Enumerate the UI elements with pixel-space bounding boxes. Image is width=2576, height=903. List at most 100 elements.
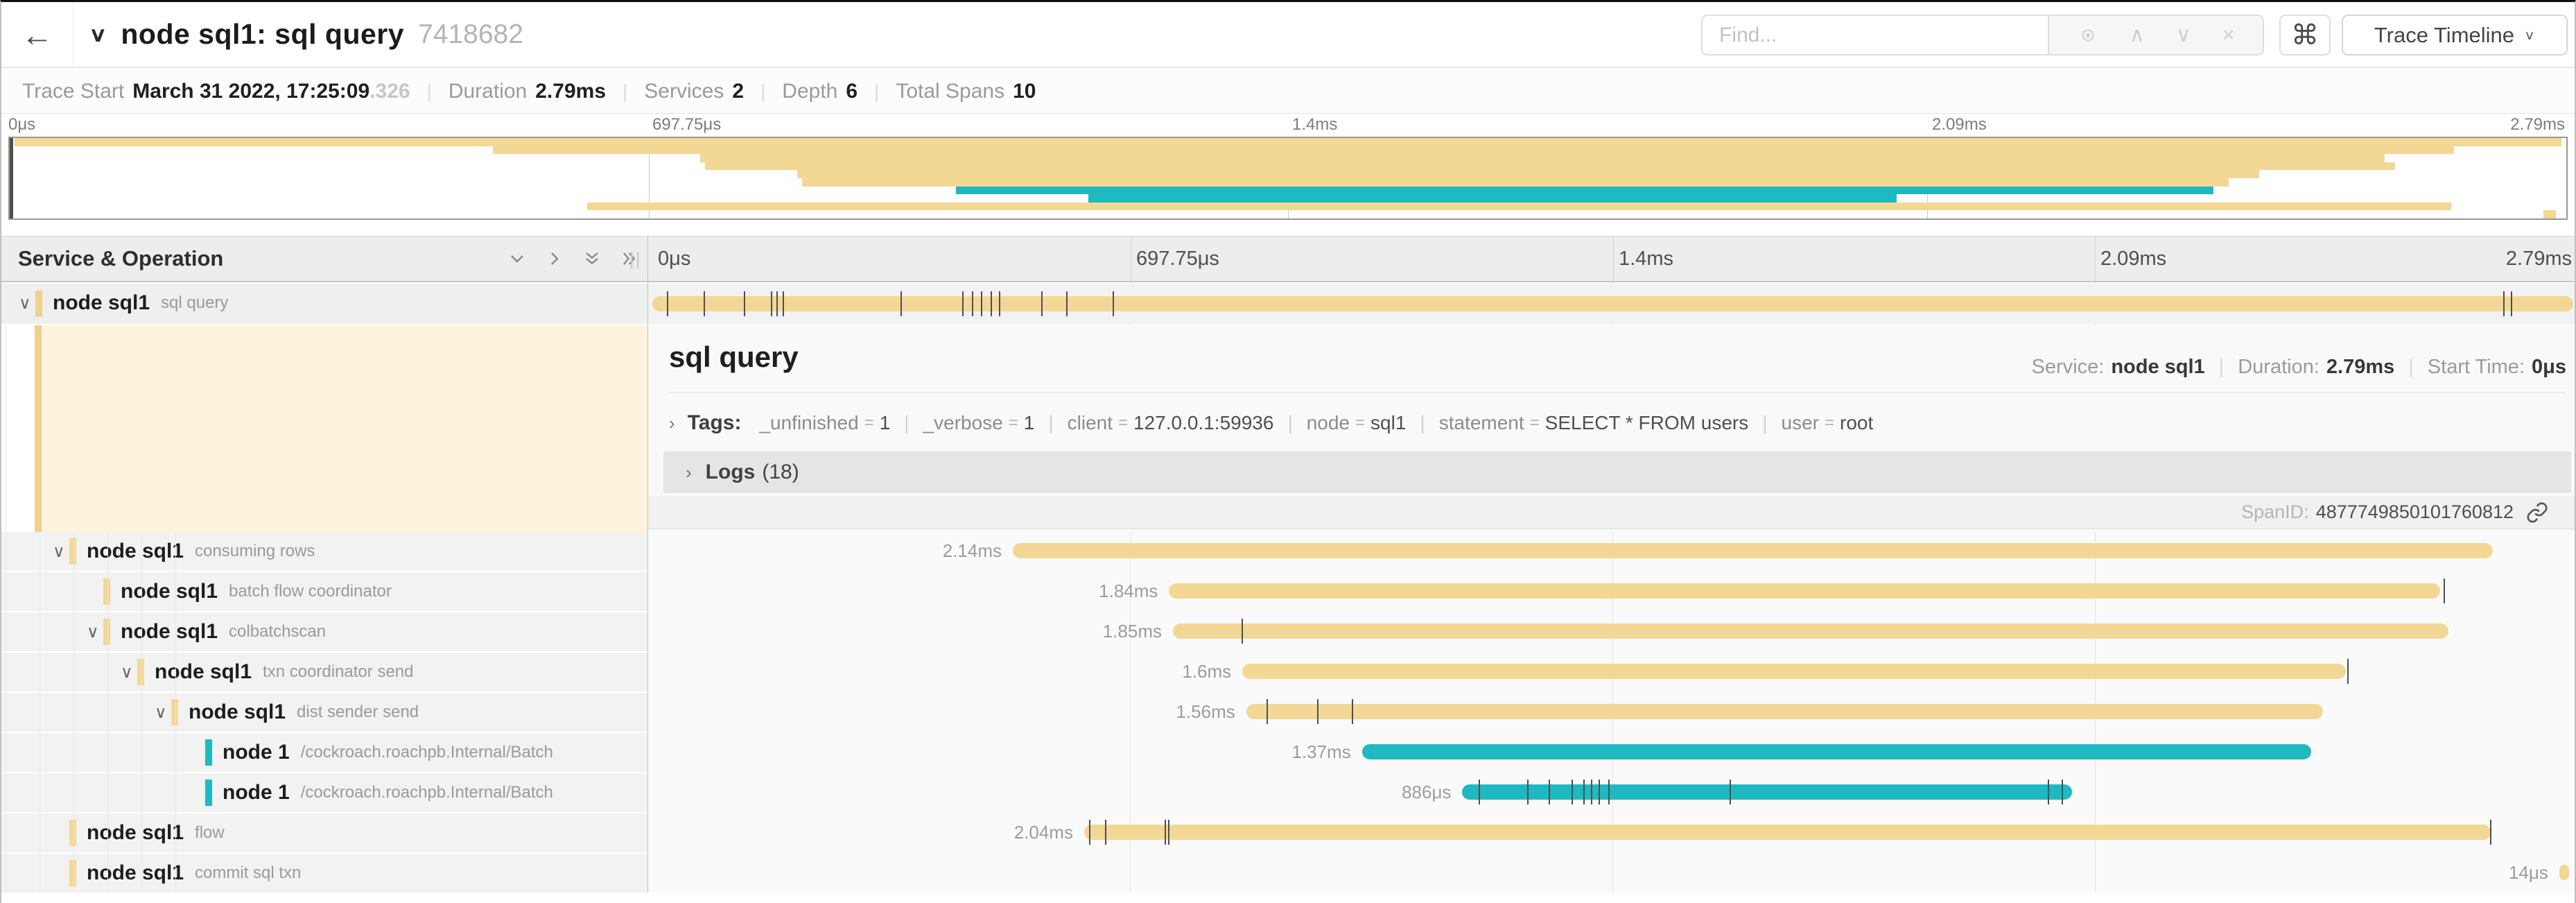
tree-row[interactable]: node sql1 commit sql txn: [1, 854, 647, 893]
ruler-boundary: [2095, 237, 2096, 281]
span-bar[interactable]: [1012, 543, 2493, 558]
tag-item: _unfinished = 1: [759, 412, 890, 434]
log-marker-tick: [1267, 699, 1269, 724]
minimap-gridline: [649, 138, 650, 218]
service-name: node 1: [223, 781, 290, 804]
log-marker-tick: [666, 291, 668, 316]
span-color-accent: [69, 538, 76, 565]
operation-name: /cockroach.roachpb.Internal/Batch: [300, 783, 553, 802]
trace-collapse-chevron-icon[interactable]: ∨: [89, 22, 107, 46]
chevron-down-icon[interactable]: ∨: [87, 622, 99, 642]
logs-row[interactable]: › Logs (18): [663, 452, 2571, 493]
timeline-row-sql-query[interactable]: [648, 284, 2575, 324]
collapse-one-chevron-down-icon[interactable]: [506, 248, 528, 270]
keyboard-shortcuts-button[interactable]: ⌘: [2279, 15, 2331, 55]
span-bar[interactable]: [1242, 664, 2347, 679]
span-bar[interactable]: [2559, 865, 2569, 880]
ruler-tick-label: 2.09ms: [2100, 248, 2167, 270]
divider: |: [2218, 356, 2225, 378]
span-bar[interactable]: [1246, 704, 2323, 719]
timeline-row[interactable]: 886μs: [648, 772, 2575, 812]
tree-row[interactable]: node sql1 batch flow coordinator: [1, 572, 647, 611]
span-bar[interactable]: [652, 296, 2574, 311]
trace-view-selector-button[interactable]: Trace Timeline ∨: [2342, 15, 2568, 55]
span-bar[interactable]: [1361, 744, 2311, 759]
search-clear-icon[interactable]: ×: [2222, 23, 2235, 46]
span-bar[interactable]: [1172, 624, 2448, 639]
tree-row[interactable]: ∨ node sql1 colbatchscan: [1, 612, 647, 651]
log-marker-tick: [981, 291, 983, 316]
trace-info-bar: Trace Start March 31 2022, 17:25:09.326 …: [1, 69, 2575, 114]
span-color-accent: [205, 739, 212, 766]
logs-label: Logs: [705, 461, 756, 483]
tree-row[interactable]: node sql1 flow: [1, 814, 647, 852]
span-duration-label: 2.04ms: [1013, 821, 1073, 843]
minimap-left-scrubber-handle[interactable]: [10, 138, 13, 218]
minimap-ruler: 0μs 697.75μs 1.4ms 2.09ms 2.79ms: [8, 114, 2568, 136]
log-marker-tick: [1590, 780, 1592, 805]
log-marker-tick: [2347, 659, 2349, 684]
minimap-span-bar: [705, 162, 2395, 171]
chevron-down-icon[interactable]: ∨: [19, 293, 31, 313]
log-marker-tick: [1065, 291, 1068, 316]
tree-row[interactable]: node 1/cockroach.roachpb.Internal/Batch: [1, 773, 647, 812]
find-input[interactable]: [1701, 15, 2048, 55]
timeline-row[interactable]: 1.84ms: [648, 571, 2575, 611]
divider: |: [623, 80, 628, 102]
timeline-row[interactable]: 1.6ms: [648, 651, 2575, 691]
duration-value: 2.79ms: [2326, 356, 2395, 378]
command-icon: ⌘: [2291, 19, 2319, 51]
chevron-down-icon[interactable]: ∨: [53, 542, 65, 561]
start-time-label: Start Time:: [2427, 356, 2525, 378]
span-duration-label: 2.14ms: [942, 540, 1002, 561]
tag-equals: =: [1118, 413, 1129, 432]
log-marker-tick: [2489, 820, 2491, 845]
minimap-canvas[interactable]: [8, 137, 2568, 220]
collapse-all-double-chevron-down-icon[interactable]: [581, 248, 603, 270]
log-marker-tick: [1242, 619, 1244, 644]
timeline-row[interactable]: 14μs: [648, 852, 2575, 893]
chevron-down-icon[interactable]: ∨: [155, 703, 167, 722]
column-resize-grip[interactable]: ||: [629, 248, 642, 269]
trace-view-selector-label: Trace Timeline: [2374, 22, 2515, 47]
locate-icon[interactable]: [2078, 25, 2098, 46]
operation-name: txn coordinator send: [263, 662, 414, 681]
span-bar[interactable]: [1462, 784, 2072, 800]
timeline-rows-panel: sql query Service: node sql1 | Duration:…: [648, 282, 2575, 893]
search-next-icon[interactable]: ∨: [2175, 23, 2191, 46]
tree-row[interactable]: ∨ node sql1 consuming rows: [1, 532, 647, 571]
tree-row[interactable]: node 1/cockroach.roachpb.Internal/Batch: [1, 733, 647, 772]
log-marker-tick: [744, 291, 746, 316]
search-prev-icon[interactable]: ∧: [2129, 23, 2145, 46]
service-name: node sql1: [121, 580, 218, 603]
timeline-row[interactable]: 2.04ms: [648, 812, 2575, 852]
back-button[interactable]: ←: [1, 2, 73, 67]
column-divider[interactable]: [647, 236, 648, 893]
collapse-controls: [506, 237, 641, 281]
timeline-row[interactable]: 1.37ms: [648, 732, 2575, 772]
tags-row[interactable]: › Tags: _unfinished = 1 | _verbose = 1 | client =…: [669, 402, 1873, 445]
span-bar[interactable]: [1084, 825, 2491, 840]
span-id-label: SpanID:: [2241, 501, 2309, 522]
log-marker-tick: [1599, 780, 1601, 805]
expand-one-chevron-right-icon[interactable]: [543, 248, 566, 270]
service-name: node sql1: [121, 620, 218, 643]
span-duration-label: 1.84ms: [1099, 580, 1158, 601]
duration-label: Duration:: [2238, 356, 2320, 378]
tree-row[interactable]: ∨ node sql1 txn coordinator send: [1, 653, 647, 691]
expand-all-double-chevron-right-icon[interactable]: [618, 248, 641, 270]
span-color-accent: [171, 699, 178, 725]
timeline-row[interactable]: 1.56ms: [648, 691, 2575, 732]
tree-row[interactable]: ∨ node sql1 dist sender send: [1, 693, 647, 732]
indent-guide: [73, 532, 74, 893]
span-bar[interactable]: [1169, 583, 2441, 599]
timeline-row[interactable]: 1.85ms: [648, 611, 2575, 651]
tree-row-sql-query[interactable]: ∨ node sql1 sql query: [1, 284, 647, 324]
service-label: Service:: [2031, 356, 2105, 378]
chevron-down-icon[interactable]: ∨: [121, 662, 133, 682]
log-marker-tick: [2048, 780, 2050, 805]
timeline-row[interactable]: 2.14ms: [648, 531, 2575, 571]
minimap-span-bar: [802, 178, 2229, 187]
total-spans-value: 10: [1013, 79, 1036, 103]
copy-link-icon[interactable]: [2526, 501, 2548, 524]
